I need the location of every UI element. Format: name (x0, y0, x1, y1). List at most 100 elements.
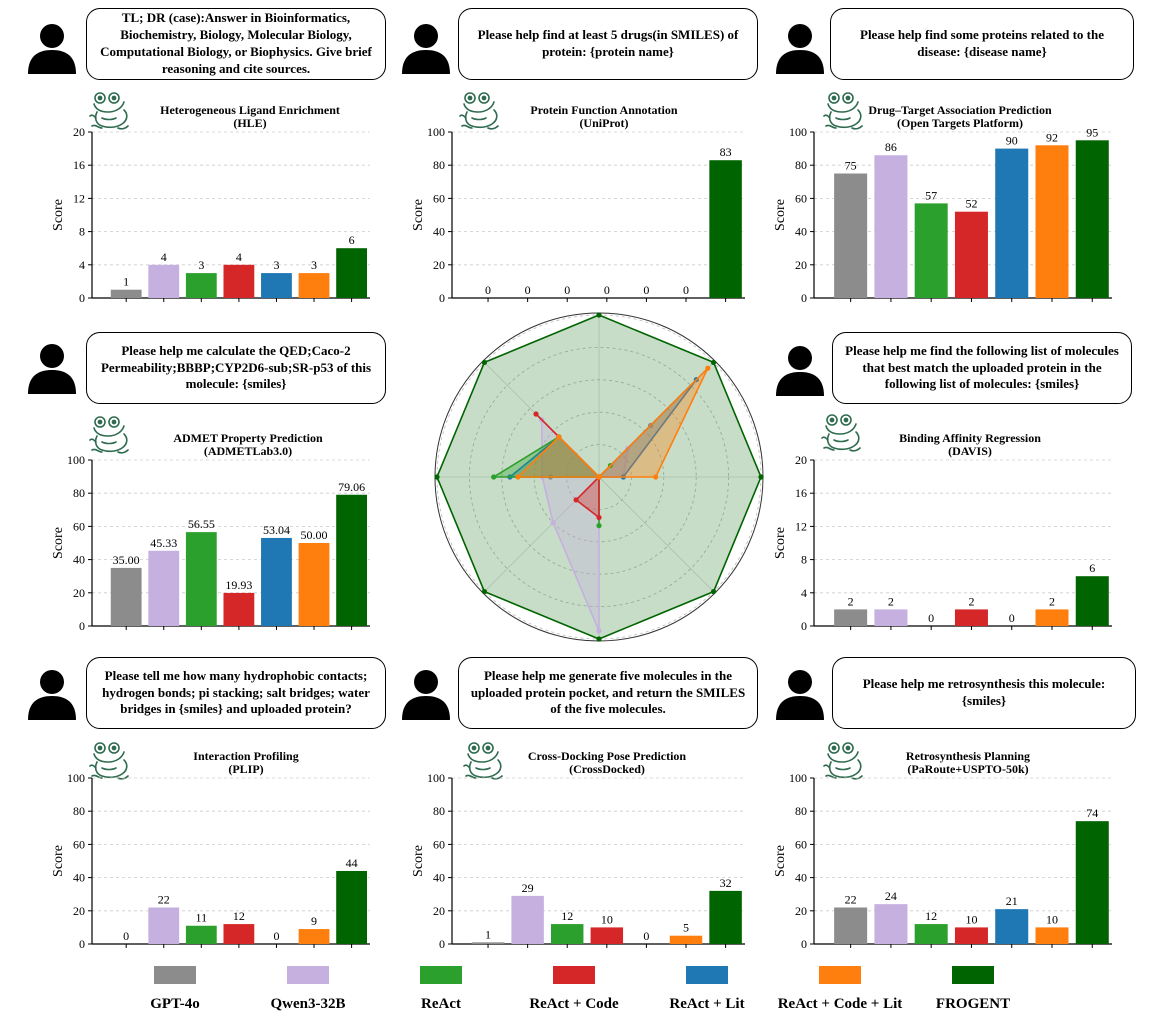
bar (995, 148, 1029, 298)
bar-value-label: 2 (1049, 594, 1055, 608)
legend-swatch (686, 966, 728, 984)
prompt-bubble: Please tell me how many hydrophobic cont… (86, 657, 386, 729)
y-tick-label: 0 (801, 291, 807, 305)
radar-spoke (598, 476, 714, 592)
y-tick-label: 20 (795, 453, 807, 467)
bar (1075, 140, 1109, 298)
bar-value-label: 1 (485, 927, 491, 941)
radar-point (481, 588, 488, 595)
legend-label: ReAct + Code (529, 996, 619, 1012)
bar-value-label: 11 (196, 911, 208, 925)
y-tick-label: 100 (67, 771, 85, 785)
y-tick-label: 40 (795, 871, 807, 885)
user-icon (28, 24, 76, 74)
bar (223, 264, 255, 298)
legend-label: GPT-4o (150, 996, 200, 1012)
user-icon (402, 670, 450, 720)
legend-label: Qwen3-32B (270, 996, 346, 1012)
bar (669, 935, 703, 944)
radar-point (533, 411, 539, 417)
bar (185, 925, 217, 944)
bar-value-label: 19.93 (225, 578, 252, 592)
radar-point (596, 312, 602, 318)
bar-value-label: 3 (273, 258, 279, 272)
y-tick-label: 80 (795, 804, 807, 818)
chart-title: Drug–Target Association Prediction (868, 103, 1052, 117)
prompt-bubble: Please help me generate five molecules i… (458, 657, 758, 729)
bar-value-label: 0 (123, 929, 129, 943)
bar-value-label: 10 (1046, 912, 1058, 926)
bar-value-label: 2 (848, 594, 854, 608)
bar (148, 550, 180, 626)
bar (590, 927, 624, 944)
bar-value-label: 12 (233, 909, 245, 923)
prompt-bubble: Please help find some proteins related t… (830, 8, 1134, 80)
chart-subtitle: (UniProt) (579, 116, 628, 130)
bar-value-label: 22 (845, 892, 857, 906)
y-tick-label: 20 (795, 904, 807, 918)
bar-value-label: 74 (1086, 806, 1098, 820)
y-tick-label: 16 (795, 486, 807, 500)
radar-series (535, 413, 601, 520)
bar-value-label: 52 (965, 197, 977, 211)
bar-value-label: 9 (311, 914, 317, 928)
frog-icon (89, 742, 129, 780)
chart-subtitle: (ADMETLab3.0) (204, 444, 292, 458)
y-tick-label: 60 (73, 837, 85, 851)
y-tick-label: 60 (433, 191, 445, 205)
bar-value-label: 0 (928, 611, 934, 625)
bar (110, 289, 142, 298)
bar-value-label: 3 (198, 258, 204, 272)
bar-value-label: 0 (485, 283, 491, 297)
radar-point (596, 474, 602, 480)
y-axis-label: Score (51, 845, 66, 877)
bar (834, 609, 868, 626)
y-tick-label: 100 (427, 125, 445, 139)
chart-title: Protein Function Annotation (530, 103, 677, 117)
y-tick-label: 20 (795, 258, 807, 272)
bar-chart: Retrosynthesis Planning(PaRoute+USPTO-50… (773, 749, 1112, 951)
bar-value-label: 2 (888, 594, 894, 608)
y-tick-label: 80 (795, 158, 807, 172)
bar-chart: Binding Affinity Regression(DAVIS) 0 4 8 12 1… (773, 431, 1112, 633)
bar (261, 273, 292, 298)
radar-point (481, 359, 488, 366)
bar-value-label: 0 (683, 283, 689, 297)
radar-point (515, 474, 521, 480)
bar (874, 609, 908, 626)
bar (550, 924, 584, 944)
y-tick-label: 40 (433, 225, 445, 239)
chart-title: Heterogeneous Ligand Enrichment (160, 103, 340, 117)
frog-icon (89, 92, 129, 130)
radar-point (653, 474, 659, 480)
legend-item: ReAct + Lit (632, 962, 782, 1013)
y-tick-label: 80 (73, 804, 85, 818)
radar-point (491, 474, 497, 480)
prompt-bubble: Please help me find the following list o… (832, 332, 1132, 404)
chart-subtitle: (CrossDocked) (569, 762, 645, 776)
legend-label: ReAct + Lit (669, 996, 745, 1012)
y-tick-label: 40 (795, 225, 807, 239)
prompt-bubble: TL; DR (case):Answer in Bioinformatics, … (86, 8, 386, 80)
frog-icon (463, 742, 503, 780)
bar-value-label: 4 (161, 250, 167, 264)
bar (511, 895, 544, 944)
bar-value-label: 0 (643, 929, 649, 943)
chart-subtitle: (Open Targets Platform) (897, 116, 1023, 130)
bar-value-label: 0 (564, 283, 570, 297)
y-tick-label: 80 (73, 486, 85, 500)
y-tick-label: 20 (73, 586, 85, 600)
chart-title: Binding Affinity Regression (899, 431, 1041, 445)
y-tick-label: 40 (73, 871, 85, 885)
y-tick-label: 100 (789, 125, 807, 139)
bar (709, 160, 742, 298)
bar (148, 907, 180, 944)
bar-value-label: 6 (1089, 561, 1095, 575)
y-tick-label: 4 (79, 258, 85, 272)
y-axis-label: Score (773, 845, 788, 877)
y-axis-label: Score (411, 845, 426, 877)
bar (709, 890, 742, 944)
bar (954, 609, 988, 626)
prompt-bubble: Please help find at least 5 drugs(in SMI… (458, 8, 758, 80)
radar-point (596, 628, 602, 634)
